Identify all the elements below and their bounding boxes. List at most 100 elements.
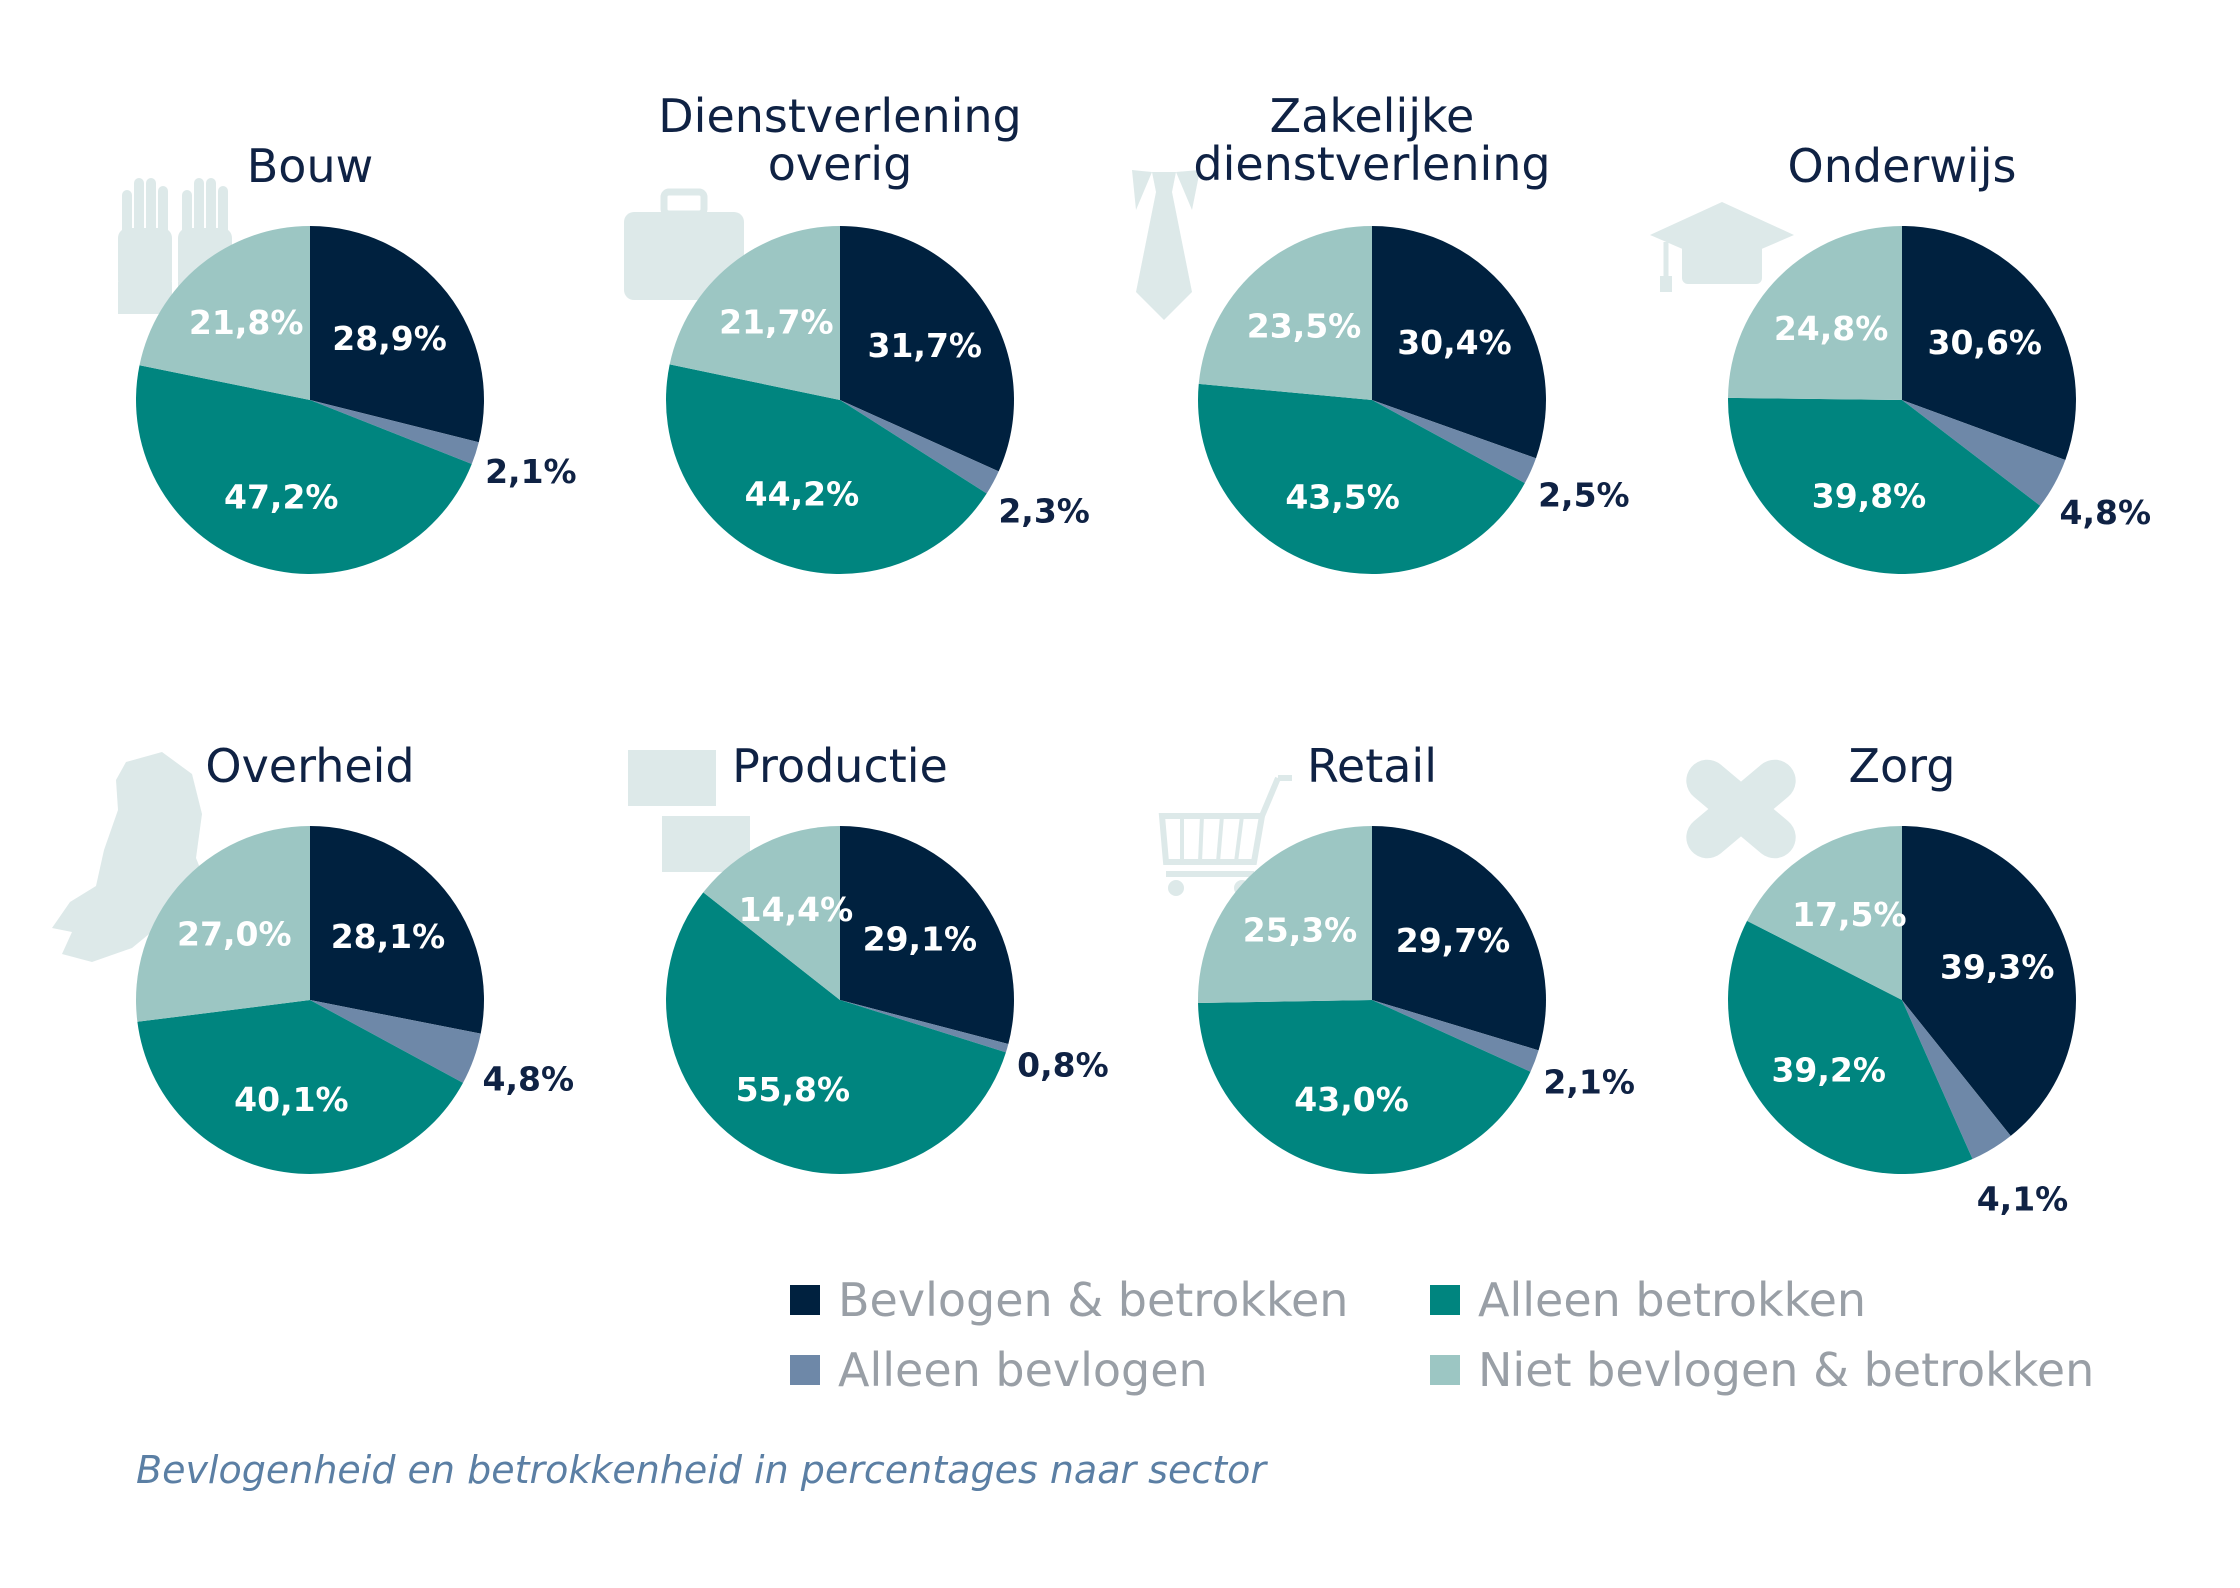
pie-data-label: 21,7% (719, 303, 834, 342)
pie-title: Retail (1307, 739, 1437, 793)
legend-label: Alleen bevlogen (838, 1343, 1208, 1397)
pie-title: Zorg (1849, 739, 1956, 793)
pie-slice (137, 1000, 464, 1174)
pie-chart-overheid: Overheid 28,1% 4,8% 40,1% 27,0% (52, 739, 574, 1174)
pie-title: Bouw (247, 139, 373, 193)
legend-item-alleen-betrokken: Alleen betrokken (1430, 1270, 1866, 1330)
bandage-icon (1686, 759, 1796, 859)
legend-item-niet-bevlogen-betrokken: Niet bevlogen & betrokken (1430, 1340, 2094, 1400)
pie-slice (310, 400, 479, 465)
pie-slice (1728, 920, 1973, 1174)
pie-slice (669, 226, 840, 400)
pie-chart-bouw: Bouw 28,9% 2,1% 47,2% 21,8% (118, 139, 577, 574)
legend-item-alleen-bevlogen: Alleen bevlogen (790, 1340, 1208, 1400)
pie-slice (136, 365, 472, 574)
briefcase-icon (624, 188, 744, 300)
pie-slice (1198, 1000, 1531, 1175)
pie-slice (666, 364, 987, 574)
legend: Bevlogen & betrokken Alleen betrokken Al… (790, 1270, 2094, 1420)
legend-swatch (1430, 1355, 1460, 1385)
pie-slice (1902, 826, 2076, 1136)
pie-slice (840, 226, 1014, 472)
graduation-cap-icon (1650, 202, 1794, 292)
pie-chart-productie: Productie 29,1% 0,8% 55,8% 14,4% (628, 739, 1109, 1174)
pie-slice (840, 826, 1014, 1045)
pie-data-label: 2,5% (1538, 476, 1630, 515)
pie-data-label: 31,7% (868, 326, 983, 365)
pie-data-label: 39,3% (1940, 948, 2055, 987)
pie-slice (1372, 400, 1536, 484)
pie-slice (136, 826, 310, 1022)
legend-swatch (790, 1355, 820, 1385)
legend-label: Niet bevlogen & betrokken (1478, 1343, 2095, 1397)
pie-data-label: 2,1% (1543, 1063, 1635, 1102)
pie-slice (1197, 826, 1372, 1004)
pie-data-label: 25,3% (1243, 910, 1358, 949)
pie-data-label: 29,1% (863, 919, 978, 958)
pie-data-label: 27,0% (177, 914, 292, 953)
pie-slice (310, 226, 485, 443)
pie-title: Onderwijs (1788, 139, 2017, 193)
pie-data-label: 47,2% (224, 478, 339, 517)
legend-swatch (790, 1285, 820, 1315)
legend-label: Bevlogen & betrokken (838, 1273, 1349, 1327)
pie-data-label: 24,8% (1774, 309, 1889, 348)
pie-slice (310, 826, 484, 1034)
pie-chart-retail: Retail 29,7% 2,1% 43,0% 25,3% (1158, 739, 1635, 1175)
pie-data-label: 29,7% (1396, 921, 1511, 960)
pie-chart-zorg: Zorg 39,3% 4,1% 39,2% 17,5% (1686, 739, 2076, 1218)
pie-data-label: 4,8% (2060, 493, 2152, 532)
pie-slice (1902, 226, 2076, 460)
legend-swatch (1430, 1285, 1460, 1315)
pie-title: dienstverlening (1193, 137, 1550, 191)
pie-title: Overheid (205, 739, 414, 793)
pie-slice (139, 226, 310, 400)
pie-data-label: 0,8% (1017, 1045, 1109, 1084)
legend-item-bevlogen-betrokken: Bevlogen & betrokken (790, 1270, 1348, 1330)
pie-slice (1728, 397, 2041, 574)
pie-data-label: 30,6% (1927, 323, 2042, 362)
pie-data-label: 2,1% (485, 452, 577, 491)
pie-slice (1372, 226, 1546, 459)
pie-slice (1902, 400, 2066, 506)
pie-data-label: 4,1% (1977, 1179, 2069, 1218)
pie-slice (1728, 226, 1902, 400)
chart-caption: Bevlogenheid en betrokkenheid in percent… (136, 1448, 1267, 1492)
pie-data-label: 17,5% (1792, 895, 1907, 934)
pie-slice (1372, 1000, 1539, 1072)
pie-chart-onderwijs: Onderwijs 30,6% 4,8% 39,8% 24,8% (1650, 139, 2151, 574)
pie-data-label: 44,2% (745, 474, 860, 513)
pie-data-label: 4,8% (483, 1060, 575, 1099)
tie-icon (1132, 170, 1200, 320)
pie-data-label: 23,5% (1247, 306, 1362, 345)
pie-data-label: 14,4% (739, 890, 854, 929)
pie-slice (703, 826, 840, 1000)
pie-data-label: 40,1% (234, 1080, 349, 1119)
pie-data-label: 43,5% (1285, 478, 1400, 517)
pie-data-label: 55,8% (736, 1070, 851, 1109)
boxes-icon (628, 750, 750, 872)
pie-title: Productie (732, 739, 948, 793)
pie-data-label: 2,3% (998, 491, 1090, 530)
pie-data-label: 43,0% (1294, 1080, 1409, 1119)
pie-title: Dienstverlening (658, 89, 1021, 143)
pie-slice (1198, 226, 1372, 400)
pie-slice (840, 1000, 1009, 1053)
legend-label: Alleen betrokken (1478, 1273, 1867, 1327)
pie-data-label: 30,4% (1397, 323, 1512, 362)
pie-data-label: 21,8% (189, 303, 304, 342)
pie-data-label: 39,2% (1771, 1050, 1886, 1089)
pie-slice (1197, 383, 1525, 575)
pie-slice (1372, 826, 1546, 1051)
pie-data-label: 39,8% (1812, 476, 1927, 515)
pie-slice (310, 1000, 481, 1083)
pie-data-label: 28,9% (332, 319, 447, 358)
pie-slice (840, 400, 999, 494)
pie-title: overig (768, 137, 913, 191)
pie-data-label: 28,1% (331, 917, 446, 956)
pie-title: Zakelijke (1270, 89, 1475, 143)
pie-slice (666, 892, 1006, 1174)
